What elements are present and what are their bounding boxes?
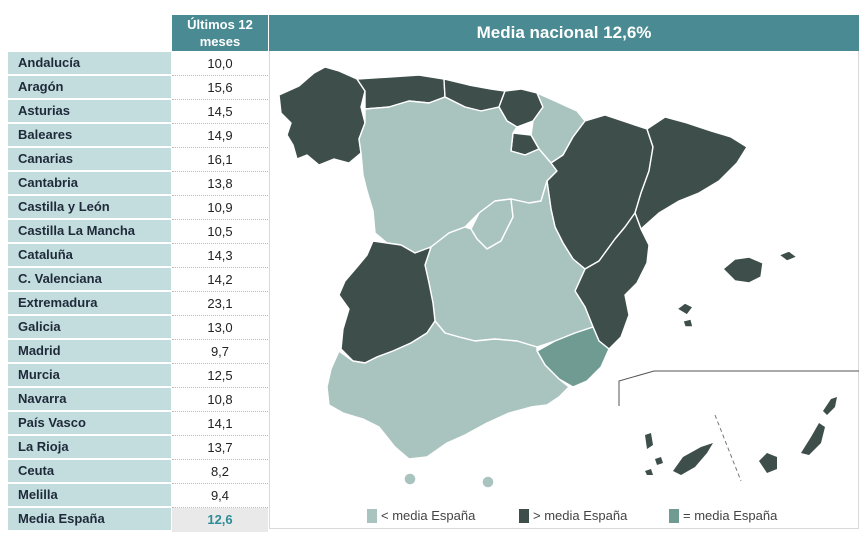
region-value: 10,0: [172, 52, 268, 76]
canarias-inset-frame: [618, 370, 859, 406]
region-ceuta: [403, 472, 417, 486]
legend-item: > media España: [519, 508, 627, 523]
region-name: Andalucía: [8, 52, 171, 74]
spain-map: [278, 66, 859, 489]
region-andalucia: [326, 320, 570, 460]
region-value: 13,0: [172, 316, 268, 340]
region-canarias-la-palma: [645, 433, 653, 449]
region-name: Murcia: [8, 364, 171, 386]
region-value: 10,9: [172, 196, 268, 220]
region-name: Madrid: [8, 340, 171, 362]
legend-swatch: [669, 508, 679, 523]
region-galicia: [278, 66, 366, 166]
region-name: Media España: [8, 508, 171, 530]
table-row: Ceuta 8,2: [8, 460, 268, 484]
map-title: Media nacional 12,6%: [269, 15, 859, 51]
region-value: 16,1: [172, 148, 268, 172]
region-canarias-lanzarote: [823, 397, 837, 415]
region-value: 10,8: [172, 388, 268, 412]
legend-swatch: [519, 508, 529, 523]
region-value: 15,6: [172, 76, 268, 100]
region-murcia: [536, 326, 610, 388]
region-value: 14,9: [172, 124, 268, 148]
canarias-inset-divider: [714, 414, 742, 482]
total-row: Media España 12,6: [8, 508, 268, 532]
region-name: País Vasco: [8, 412, 171, 434]
legend-label: < media España: [381, 508, 476, 523]
region-value: 12,6: [172, 508, 268, 532]
table-row: Cantabria 13,8: [8, 172, 268, 196]
region-name: Navarra: [8, 388, 171, 410]
legend-label: = media España: [683, 508, 778, 523]
table-row: Canarias 16,1: [8, 148, 268, 172]
table-row: Baleares 14,9: [8, 124, 268, 148]
table-row: Castilla La Mancha 10,5: [8, 220, 268, 244]
region-canarias-el-hierro: [645, 469, 653, 475]
table-row: Murcia 12,5: [8, 364, 268, 388]
region-value: 9,4: [172, 484, 268, 508]
region-melilla: [481, 475, 495, 489]
region-baleares-ibiza: [676, 302, 694, 316]
table-row: Castilla y León 10,9: [8, 196, 268, 220]
region-name: Castilla y León: [8, 196, 171, 218]
region-baleares-formentera: [682, 318, 694, 328]
region-name: Castilla La Mancha: [8, 220, 171, 242]
region-name: Asturias: [8, 100, 171, 122]
region-value: 8,2: [172, 460, 268, 484]
region-canarias-tenerife: [673, 443, 713, 475]
region-name: Cantabria: [8, 172, 171, 194]
region-value: 10,5: [172, 220, 268, 244]
region-baleares-menorca: [778, 250, 798, 262]
region-name: Cataluña: [8, 244, 171, 266]
table-row: Cataluña 14,3: [8, 244, 268, 268]
region-name: Ceuta: [8, 460, 171, 482]
region-cataluna: [634, 116, 748, 230]
table-row: Aragón 15,6: [8, 76, 268, 100]
map-panel: [269, 51, 859, 529]
region-name: C. Valenciana: [8, 268, 171, 290]
region-value: 14,2: [172, 268, 268, 292]
region-name: Extremadura: [8, 292, 171, 314]
region-value: 14,3: [172, 244, 268, 268]
region-name: Baleares: [8, 124, 171, 146]
legend-item: = media España: [669, 508, 777, 523]
table-rows: Andalucía 10,0 Aragón 15,6 Asturias 14,5 Balea…: [8, 52, 268, 532]
legend-swatch: [367, 508, 377, 523]
table-row: País Vasco 14,1: [8, 412, 268, 436]
region-name: Melilla: [8, 484, 171, 506]
legend-item: < media España: [367, 508, 475, 523]
table-row: Asturias 14,5: [8, 100, 268, 124]
table-row: Galicia 13,0: [8, 316, 268, 340]
region-canarias-gran-canaria: [759, 453, 777, 473]
region-canarias-la-gomera: [655, 457, 663, 465]
region-name: Aragón: [8, 76, 171, 98]
region-name: Canarias: [8, 148, 171, 170]
region-canarias-fuerteventura: [801, 423, 825, 455]
table-row: Madrid 9,7: [8, 340, 268, 364]
region-value: 14,5: [172, 100, 268, 124]
table-row: La Rioja 13,7: [8, 436, 268, 460]
region-value: 23,1: [172, 292, 268, 316]
region-baleares: [722, 256, 764, 284]
table-row: C. Valenciana 14,2: [8, 268, 268, 292]
region-value: 9,7: [172, 340, 268, 364]
table-row: Extremadura 23,1: [8, 292, 268, 316]
region-value: 14,1: [172, 412, 268, 436]
region-name: La Rioja: [8, 436, 171, 458]
column-header: Últimos 12 meses: [172, 15, 268, 51]
region-value: 12,5: [172, 364, 268, 388]
region-value: 13,7: [172, 436, 268, 460]
table-row: Andalucía 10,0: [8, 52, 268, 76]
region-name: Galicia: [8, 316, 171, 338]
region-value: 13,8: [172, 172, 268, 196]
table-row: Navarra 10,8: [8, 388, 268, 412]
map-legend: < media España > media España = media Espa…: [269, 508, 859, 528]
legend-label: > media España: [533, 508, 628, 523]
table-row: Melilla 9,4: [8, 484, 268, 508]
